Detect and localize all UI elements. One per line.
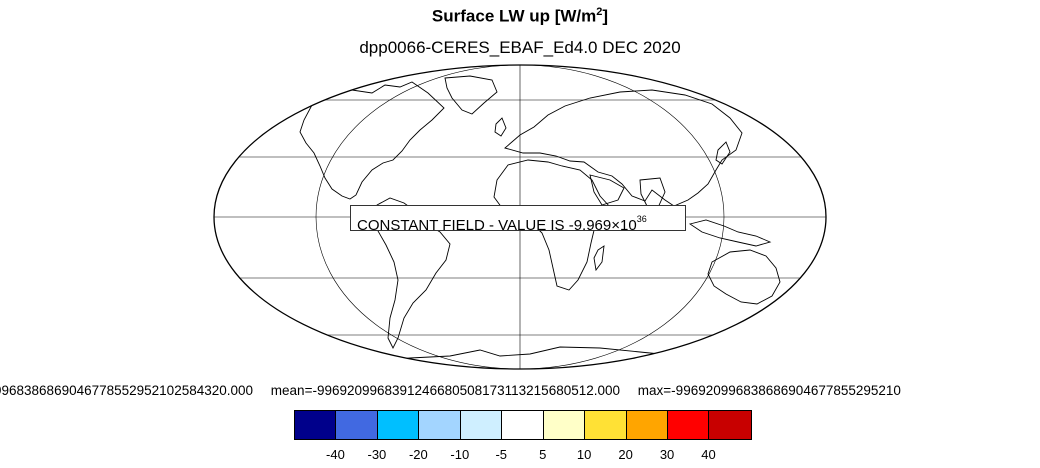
color-labelbar: [294, 410, 752, 440]
labelbar-tick-label: 40: [701, 447, 716, 462]
labelbar-tick-label: -10: [450, 447, 470, 462]
coast-madagascar: [593, 245, 605, 272]
labelbar-swatch-10: [709, 411, 751, 439]
labelbar-swatch-2: [377, 411, 420, 439]
title-superscript: 2: [596, 6, 603, 18]
labelbar-swatch-9: [667, 411, 710, 439]
stats-line: 9968386869046778552952102584320.000 mean…: [0, 383, 1040, 398]
labelbar-tick-label: -20: [408, 447, 428, 462]
globe-outline: [213, 64, 827, 370]
labelbar-swatch-6: [543, 411, 586, 439]
labelbar-swatch-0: [295, 411, 337, 439]
labelbar-swatch-1: [336, 411, 378, 439]
labelbar-swatch-3: [419, 411, 461, 439]
map-subtitle: dpp0066-CERES_EBAF_Ed4.0 DEC 2020: [359, 38, 681, 57]
stats-mean: mean=-9969209968391246680508173113215680…: [270, 383, 621, 398]
coast-greenland: [444, 75, 498, 115]
constant-field-exponent: 36: [636, 214, 647, 224]
stats-max: max=-996920996838686904677855295210: [637, 383, 901, 398]
coast-uk: [494, 117, 507, 137]
labelbar-tick-label: -5: [495, 447, 508, 462]
title-bracket: ]: [602, 6, 609, 26]
labelbar-tick-label: -30: [367, 447, 387, 462]
title-text: Surface LW up [W/m: [431, 6, 597, 26]
constant-field-box: CONSTANT FIELD - VALUE IS -9.969×1036: [350, 205, 686, 234]
labelbar-swatch-8: [626, 411, 668, 439]
labelbar-tick-label: 30: [659, 447, 675, 462]
labelbar-ticks: -40 -30 -20 -10 -5 5 10 20 30 40: [0, 447, 1040, 465]
labelbar-swatch-5: [502, 411, 544, 439]
coast-australia: [707, 249, 781, 305]
stats-min: 9968386869046778552952102584320.000: [0, 383, 254, 398]
labelbar-swatch-4: [460, 411, 503, 439]
constant-field-text: CONSTANT FIELD - VALUE IS -9.969×10: [357, 217, 637, 234]
labelbar-swatch-7: [585, 411, 627, 439]
coast-arabia: [589, 174, 625, 206]
map-title: Surface LW up [W/m2]: [0, 6, 1040, 27]
labelbar-tick-label: 20: [618, 447, 633, 462]
labelbar-tick-label: 5: [539, 447, 547, 462]
coast-new-zealand: [792, 293, 806, 317]
coast-north-america: [299, 81, 445, 200]
coast-antarctica: [329, 346, 741, 369]
labelbar-tick-label: 10: [576, 447, 592, 462]
coast-eurasia: [504, 89, 743, 207]
coast-japan: [715, 141, 731, 165]
labelbar-tick-label: -40: [326, 447, 345, 462]
graticule-lon-90: [315, 65, 725, 369]
coast-indonesia: [688, 219, 772, 247]
